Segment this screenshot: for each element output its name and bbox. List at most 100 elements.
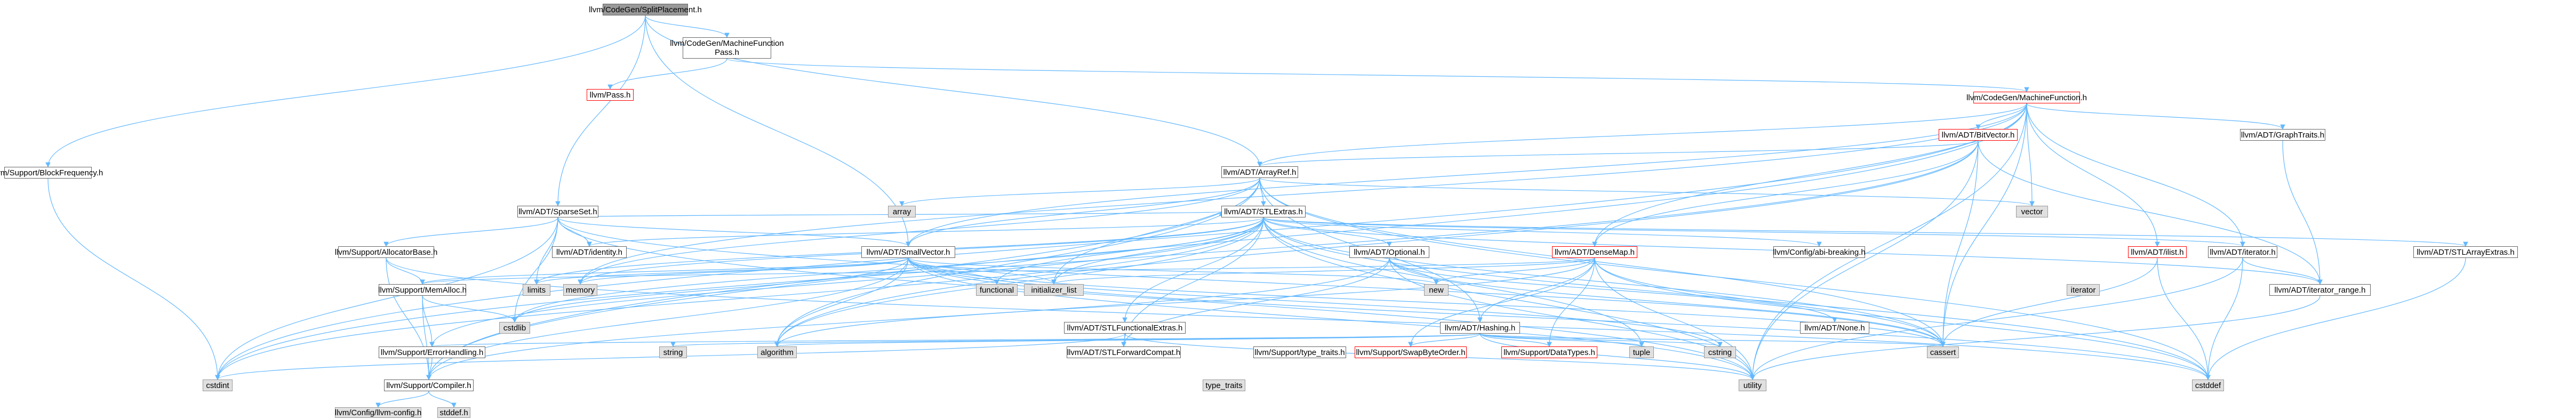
node-limits-label: limits [527,285,546,295]
node-stlarrayextras[interactable]: llvm/ADT/STLArrayExtras.h [2413,246,2518,258]
node-iterator[interactable]: llvm/ADT/iterator.h [2208,246,2277,258]
edge-stlextras-to-cstddef [1263,217,2211,381]
node-datatypes-label: llvm/Support/DataTypes.h [1503,348,1595,357]
edge-smallvector-to-cstring [908,257,1723,348]
edge-smallvector-to-functional [908,257,999,285]
node-cstring: cstring [1704,346,1736,358]
edge-arrayref-to-algorithm [774,177,1260,348]
edge-compiler-to-llvmconfig [375,391,429,408]
node-typetraits-llvm-label: llvm/Support/type_traits.h [1254,348,1345,357]
node-bitvector[interactable]: llvm/ADT/BitVector.h [1939,129,2018,141]
edge-smallvector-to-memalloc [420,257,909,285]
node-array-label: array [892,207,911,216]
node-configabi-label: llvm/Config/abi-breaking.h [1773,247,1866,257]
edge-stlextras-to-algorithm [774,217,1264,348]
node-optional-label: llvm/ADT/Optional.h [1354,247,1425,257]
edge-stlextras-to-optional [1263,217,1392,247]
node-tuple-label: tuple [1633,348,1651,357]
node-iterator-label: llvm/ADT/iterator.h [2210,247,2276,257]
node-stlextras-label: llvm/ADT/STLExtras.h [1224,207,1303,216]
node-mf[interactable]: llvm/CodeGen/MachineFunction.h [1966,92,2087,103]
edge-bitvector-to-densemap [1592,140,1979,247]
node-stddef-label: stddef.h [439,408,468,417]
node-allocbase-label: llvm/Support/AllocatorBase.h [334,247,438,257]
node-swapbyteorder[interactable]: llvm/Support/SwapByteOrder.h [1355,346,1467,358]
node-ilist[interactable]: llvm/ADT/ilist.h [2128,246,2187,258]
edge-mfpass-to-pass [607,58,727,90]
node-llvmconfig: llvm/Config/llvm-config.h [335,407,421,418]
node-limits: limits [523,284,550,296]
edge-arrayref-to-cstddef [1259,177,2211,381]
node-datatypes[interactable]: llvm/Support/DataTypes.h [1501,346,1597,358]
node-iterrange-label: llvm/ADT/iterator_range.h [2274,285,2366,295]
edge-optional-to-none [1389,257,1837,323]
edge-arrayref-to-smallvector [906,177,1260,247]
node-stlextras[interactable]: llvm/ADT/STLExtras.h [1221,206,1306,217]
node-typetraits-llvm[interactable]: llvm/Support/type_traits.h [1253,346,1346,358]
edge-smallvector-to-algorithm [774,257,909,348]
edge-mf-to-utility [1750,103,2027,381]
node-string-label: string [663,348,683,357]
node-sparseset[interactable]: llvm/ADT/SparseSet.h [517,206,598,217]
edge-arrayref-to-array [899,177,1260,207]
node-memalloc-label: llvm/Support/MemAlloc.h [378,285,467,295]
node-allocbase[interactable]: llvm/Support/AllocatorBase.h [335,246,437,258]
edge-bitvector-to-algorithm [774,140,1979,348]
edge-stlextras-to-iterator [1263,217,2245,247]
node-stlforward[interactable]: llvm/ADT/STLForwardCompat.h [1067,346,1181,358]
node-graphtraits-label: llvm/ADT/GraphTraits.h [2241,130,2325,140]
edge-graphtraits-to-iterrange [2282,140,2323,285]
node-pass[interactable]: llvm/Pass.h [587,89,634,101]
node-smallvector-label: llvm/ADT/SmallVector.h [866,247,950,257]
node-root[interactable]: llvm/CodeGen/SplitPlacement.h [589,4,702,15]
edge-ilist-to-cassert [1940,257,2158,348]
node-string: string [659,346,687,358]
edge-stlextras-to-stlarrayextras [1263,217,2468,247]
node-stlfunctional[interactable]: llvm/ADT/STLFunctionalExtras.h [1064,322,1186,334]
node-pass-label: llvm/Pass.h [589,90,631,100]
edge-hashing-to-datatypes [1479,333,1552,348]
edge-smallvector-to-utility [908,257,1755,381]
edge-sparseset-to-limits [534,217,558,285]
edge-sparseset-to-cassert [557,217,1946,348]
edge-stlextras-to-functional [994,217,1264,285]
edge-densemap-to-memalloc [420,257,1595,285]
node-new-label: new [1429,285,1444,295]
edge-mf-to-bitvector [1975,103,2027,130]
edge-hashing-to-tuple [1479,333,1644,348]
node-memalloc[interactable]: llvm/Support/MemAlloc.h [378,284,467,296]
edge-mfpass-to-mf [726,58,2029,93]
edge-sparseset-to-cstdlib [512,217,558,323]
node-iterator-std-label: iterator [2070,285,2096,295]
edge-allocbase-to-cstddef [386,257,2211,381]
node-densemap[interactable]: llvm/ADT/DenseMap.h [1552,246,1637,258]
node-blockfreq[interactable]: llvm/Support/BlockFrequency.h [0,167,103,179]
node-configabi[interactable]: llvm/Config/abi-breaking.h [1773,246,1866,258]
edge-memalloc-to-compiler [422,295,431,381]
node-graphtraits[interactable]: llvm/ADT/GraphTraits.h [2240,129,2325,141]
node-iterrange[interactable]: llvm/ADT/iterator_range.h [2269,284,2371,296]
node-hashing[interactable]: llvm/ADT/Hashing.h [1440,322,1520,334]
node-cstddef: cstddef [2192,379,2224,391]
edge-densemap-to-cassert [1594,257,1946,348]
node-none[interactable]: llvm/ADT/None.h [1800,322,1869,334]
node-cstdint-label: cstdint [206,381,229,390]
edge-hashing-to-cassert [1479,333,1946,348]
node-identity[interactable]: llvm/ADT/identity.h [552,246,627,258]
node-compiler[interactable]: llvm/Support/Compiler.h [384,379,474,391]
edge-densemap-to-algorithm [774,257,1595,348]
edge-smallvector-to-cstdlib [512,257,909,323]
node-smallvector[interactable]: llvm/ADT/SmallVector.h [861,246,955,258]
node-none-label: llvm/ADT/None.h [1804,323,1865,333]
node-new: new [1424,284,1449,296]
edge-sparseset-to-utility [557,217,1755,381]
node-errorhandling[interactable]: llvm/Support/ErrorHandling.h [379,346,485,358]
node-arrayref[interactable]: llvm/ADT/ArrayRef.h [1221,166,1298,178]
node-mfpass[interactable]: llvm/CodeGen/MachineFunction Pass.h [670,37,784,59]
node-type-traits: type_traits [1203,379,1245,391]
node-functional: functional [976,284,1018,296]
node-initlist: initializer_list [1024,284,1084,296]
node-algorithm: algorithm [757,346,797,358]
node-optional[interactable]: llvm/ADT/Optional.h [1349,246,1429,258]
